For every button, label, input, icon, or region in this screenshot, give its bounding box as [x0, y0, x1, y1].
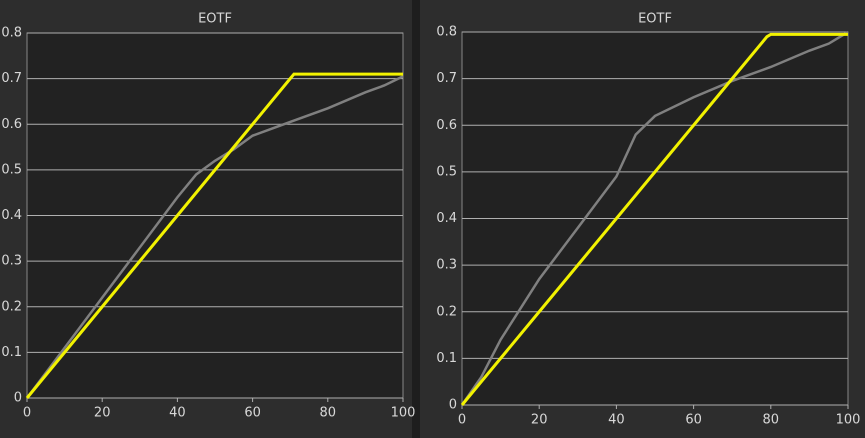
- x-tick-label: 100: [836, 413, 861, 428]
- y-tick-label: 0.1: [436, 351, 457, 366]
- x-tick-label: 80: [763, 413, 780, 428]
- x-tick-label: 20: [531, 413, 548, 428]
- y-tick-label: 0.4: [1, 208, 22, 223]
- x-tick-label: 60: [244, 406, 261, 421]
- x-tick-label: 60: [685, 413, 702, 428]
- chart-title: EOTF: [638, 12, 672, 27]
- y-tick-label: 0.8: [436, 25, 457, 40]
- x-tick-label: 80: [320, 406, 337, 421]
- y-tick-label: 0.6: [436, 118, 457, 133]
- y-tick-label: 0.3: [436, 258, 457, 273]
- y-tick-label: 0.7: [436, 71, 457, 86]
- y-tick-label: 0.5: [1, 162, 22, 177]
- y-tick-label: 0: [14, 391, 22, 406]
- y-tick-label: 0.8: [1, 26, 22, 41]
- y-tick-label: 0.2: [436, 304, 457, 319]
- y-tick-label: 0.5: [436, 164, 457, 179]
- y-tick-label: 0.4: [436, 211, 457, 226]
- y-tick-label: 0.6: [1, 117, 22, 132]
- y-tick-label: 0.3: [1, 254, 22, 269]
- line-series: [25, 72, 403, 399]
- line-series: [460, 30, 849, 406]
- x-tick-label: 100: [391, 406, 416, 421]
- chart-title: EOTF: [198, 12, 232, 27]
- x-tick-label: 40: [169, 406, 186, 421]
- y-tick-label: 0: [449, 398, 457, 413]
- line-series: [25, 75, 404, 399]
- x-tick-label: 0: [23, 406, 31, 421]
- divider: [412, 0, 420, 438]
- x-tick-label: 40: [608, 413, 625, 428]
- x-tick-label: 20: [94, 406, 111, 421]
- y-tick-label: 0.1: [1, 345, 22, 360]
- y-tick-label: 0.2: [1, 299, 22, 314]
- x-tick-label: 0: [458, 413, 466, 428]
- line-series: [460, 32, 848, 406]
- y-tick-label: 0.7: [1, 71, 22, 86]
